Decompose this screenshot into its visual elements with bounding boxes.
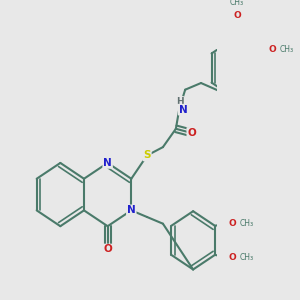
Text: H: H <box>176 97 183 106</box>
Text: O: O <box>103 244 112 254</box>
Text: CH₃: CH₃ <box>230 0 244 7</box>
Text: N: N <box>127 206 136 215</box>
Text: CH₃: CH₃ <box>280 45 294 54</box>
Text: CH₃: CH₃ <box>239 253 254 262</box>
Text: S: S <box>143 150 151 161</box>
Text: O: O <box>187 128 196 138</box>
Text: CH₃: CH₃ <box>239 219 254 228</box>
Text: O: O <box>228 253 236 262</box>
Text: N: N <box>103 158 112 168</box>
Text: N: N <box>179 105 188 115</box>
Text: O: O <box>228 219 236 228</box>
Text: O: O <box>233 11 241 20</box>
Text: O: O <box>268 45 276 54</box>
